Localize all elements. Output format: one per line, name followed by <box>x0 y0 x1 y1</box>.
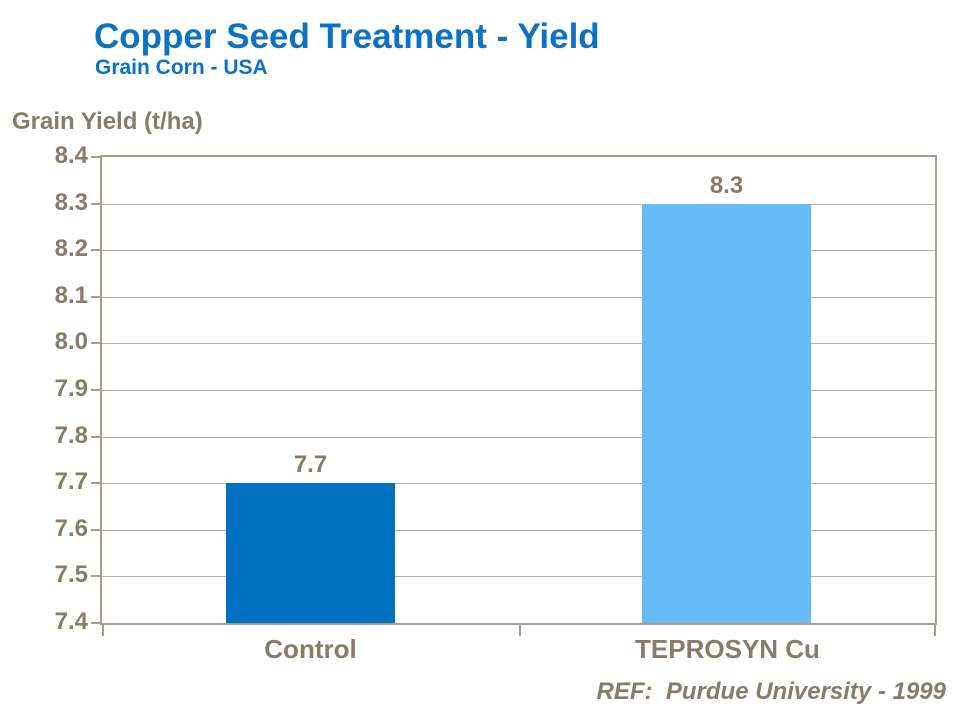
y-tick-mark <box>91 575 100 577</box>
y-tick-mark <box>91 436 100 438</box>
y-tick-label: 7.7 <box>54 468 88 495</box>
bar-value-label-teprosyn-cu: 8.3 <box>709 172 744 199</box>
gridline <box>102 483 935 484</box>
gridline <box>102 437 935 438</box>
gridline <box>102 343 935 344</box>
gridline <box>102 576 935 577</box>
y-tick-label: 8.1 <box>54 282 88 309</box>
reference-text: REF: Purdue University - 1999 <box>596 678 946 705</box>
y-tick-mark <box>91 249 100 251</box>
bar-control <box>226 483 395 623</box>
y-tick-mark <box>91 389 100 391</box>
y-tick-mark <box>91 296 100 298</box>
y-tick-label: 8.4 <box>54 142 88 169</box>
y-tick-mark <box>91 529 100 531</box>
bar-teprosyn-cu <box>642 204 811 623</box>
y-tick-label: 8.0 <box>54 328 88 355</box>
gridline <box>102 204 935 205</box>
y-tick-label: 8.3 <box>54 189 88 216</box>
y-tick-mark <box>91 482 100 484</box>
category-label-teprosyn-cu: TEPROSYN Cu <box>635 634 820 664</box>
chart-title: Copper Seed Treatment - Yield <box>94 17 600 56</box>
y-tick-mark <box>91 342 100 344</box>
y-tick-mark <box>91 156 100 158</box>
x-tick-mark <box>934 623 936 636</box>
chart-subtitle: Grain Corn - USA <box>95 56 268 79</box>
x-tick-mark <box>102 623 104 636</box>
bar-value-label-control: 7.7 <box>293 451 328 478</box>
gridline <box>102 297 935 298</box>
y-axis-title: Grain Yield (t/ha) <box>12 108 203 135</box>
gridline <box>102 530 935 531</box>
category-label-control: Control <box>264 634 357 664</box>
x-tick-mark <box>519 623 521 636</box>
y-tick-label: 7.5 <box>54 561 88 588</box>
y-tick-mark <box>91 203 100 205</box>
plot-area: 8.4 8.3 8.2 8.1 8.0 7.9 7.8 7.7 7.6 7.5 7.4 7.7 Cont… <box>55 142 937 664</box>
gridline <box>102 250 935 251</box>
y-tick-mark <box>91 622 100 624</box>
y-tick-label: 8.2 <box>54 235 88 262</box>
y-tick-label: 7.8 <box>54 422 88 449</box>
y-tick-label: 7.9 <box>54 375 88 402</box>
gridline <box>102 390 935 391</box>
y-tick-label: 7.4 <box>54 608 88 635</box>
y-tick-label: 7.6 <box>54 515 88 542</box>
